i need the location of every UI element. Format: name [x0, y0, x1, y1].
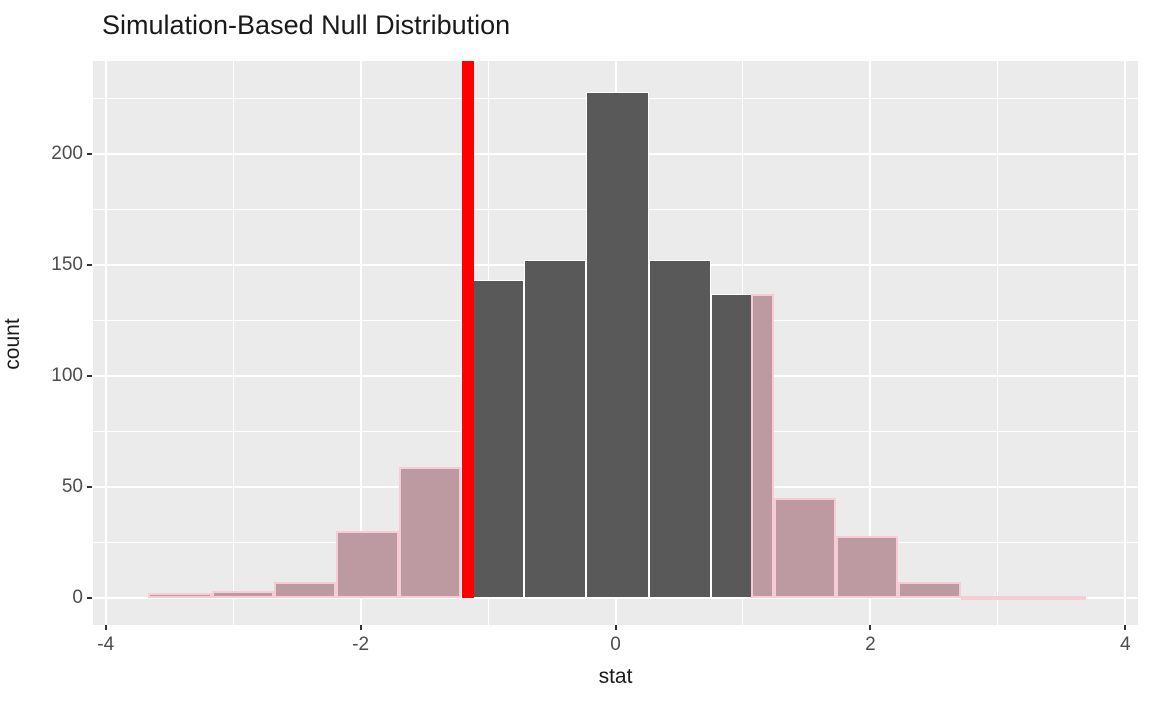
x-tick — [614, 625, 617, 630]
shaded-histogram-bar — [147, 593, 212, 598]
shaded-histogram-bar — [773, 497, 836, 598]
y-tick-label: 100 — [51, 364, 83, 386]
gridline-minor — [997, 61, 999, 625]
y-tick-label: 0 — [72, 586, 83, 608]
x-axis-title: stat — [598, 665, 633, 688]
y-tick — [87, 485, 92, 488]
shaded-histogram-bar — [398, 466, 462, 598]
shaded-histogram-bar — [273, 582, 337, 598]
shaded-histogram-bar — [336, 531, 399, 598]
x-tick-label: 4 — [1119, 634, 1131, 655]
observed-stat-line — [461, 61, 474, 598]
x-tick — [869, 625, 872, 630]
x-tick — [359, 625, 362, 630]
x-tick-label: -2 — [352, 634, 370, 655]
y-tick-label: 200 — [51, 142, 83, 164]
shaded-histogram-bar — [211, 591, 274, 598]
gridline-minor — [232, 61, 234, 625]
y-tick-label: 150 — [51, 253, 83, 275]
x-tick — [1124, 625, 1127, 630]
y-tick — [87, 596, 92, 599]
shaded-histogram-bar — [898, 582, 961, 598]
gridline-major — [1124, 61, 1127, 625]
y-axis-title: count — [1, 318, 24, 370]
gridline-major — [104, 61, 107, 625]
gridline-major — [869, 61, 872, 625]
shaded-bar-overlay — [750, 293, 774, 598]
plot-title: Simulation-Based Null Distribution — [102, 10, 511, 40]
shaded-histogram-bar — [960, 595, 1024, 600]
histogram-bar — [648, 260, 712, 598]
histogram-bar — [523, 260, 587, 598]
plot-panel — [93, 61, 1138, 625]
x-tick-label: -4 — [97, 634, 115, 655]
gridline-major — [359, 61, 362, 625]
shaded-histogram-bar — [835, 535, 899, 598]
histogram-bar — [586, 91, 649, 598]
x-tick-label: 0 — [610, 634, 621, 655]
y-tick — [87, 374, 92, 377]
y-tick — [87, 263, 92, 266]
x-tick — [104, 625, 107, 630]
x-tick-label: 2 — [865, 634, 876, 655]
shaded-histogram-bar — [1023, 595, 1086, 600]
y-tick-label: 50 — [61, 475, 83, 497]
y-tick — [87, 152, 92, 155]
